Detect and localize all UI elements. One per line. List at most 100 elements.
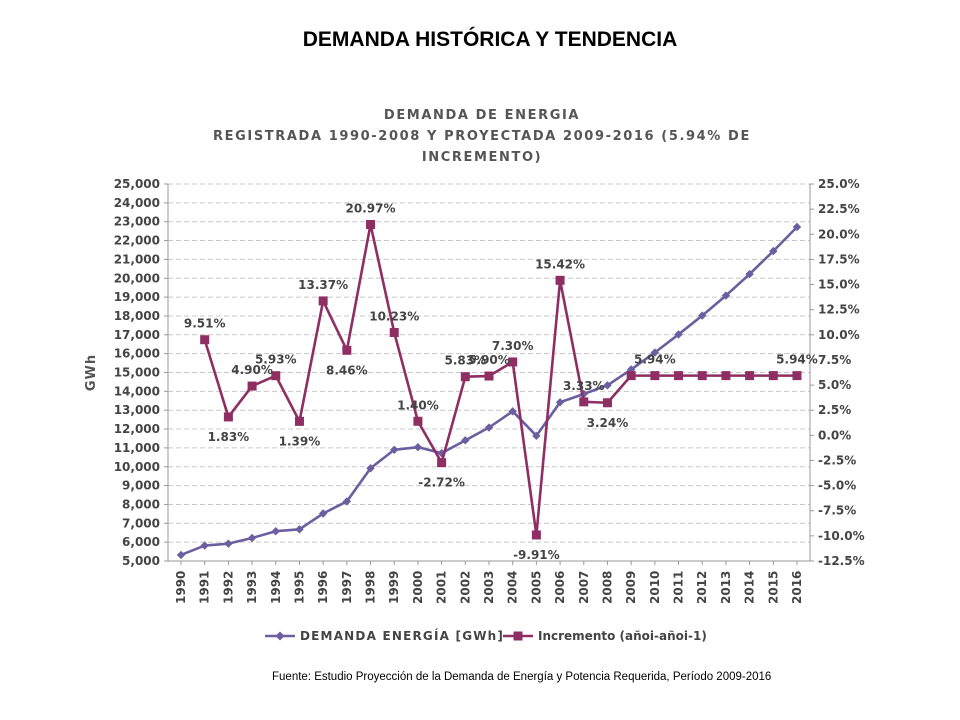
right-tick-label: -5.0% <box>818 479 856 493</box>
x-tick-label: 1994 <box>269 571 283 604</box>
data-label: 3.33% <box>563 379 605 393</box>
right-tick-label: 0.0% <box>818 428 851 442</box>
data-label: 10.23% <box>369 309 419 323</box>
left-tick-label: 22,000 <box>114 234 160 248</box>
increment-point <box>626 371 636 381</box>
data-label: -9.91% <box>513 548 560 562</box>
increment-point <box>531 530 541 540</box>
x-tick-label: 2002 <box>458 571 472 604</box>
demand-point <box>508 407 517 416</box>
data-label: 20.97% <box>346 202 396 216</box>
slide-title: DEMANDA HISTÓRICA Y TENDENCIA <box>302 28 678 51</box>
right-tick-label: 25.0% <box>818 177 860 191</box>
demand-point <box>532 431 541 441</box>
left-tick-label: 23,000 <box>114 215 160 229</box>
x-tick-label: 2004 <box>506 571 520 604</box>
data-label: 5.94% <box>776 353 818 367</box>
x-tick-label: 1998 <box>364 571 378 604</box>
left-tick-label: 16,000 <box>114 347 160 361</box>
increment-point <box>555 275 565 285</box>
right-tick-label: -12.5% <box>818 554 865 568</box>
x-tick-label: 2003 <box>482 571 496 604</box>
right-tick-label: 15.0% <box>818 278 860 292</box>
data-label: 1.39% <box>279 434 321 448</box>
left-tick-label: 18,000 <box>114 309 160 323</box>
x-tick-label: 1991 <box>198 571 212 604</box>
increment-point <box>389 327 399 337</box>
left-tick-label: 10,000 <box>114 460 160 474</box>
right-tick-label: 22.5% <box>818 202 860 216</box>
right-tick-label: 2.5% <box>818 403 851 417</box>
right-tick-label: 20.0% <box>818 227 860 241</box>
data-label: 1.40% <box>397 398 439 412</box>
left-tick-label: 25,000 <box>114 177 160 191</box>
left-tick-label: 20,000 <box>114 271 160 285</box>
increment-point <box>602 398 612 408</box>
data-label: 3.24% <box>587 416 629 430</box>
y-axis-label: GWh <box>84 354 99 391</box>
data-label: 5.90% <box>468 353 510 367</box>
increment-point <box>460 372 470 382</box>
demand-point <box>413 442 423 452</box>
demand-point <box>271 527 280 536</box>
demand-point <box>342 497 352 506</box>
data-label: 1.83% <box>208 430 250 444</box>
x-tick-label: 1997 <box>340 571 354 604</box>
x-tick-label: 2016 <box>790 571 804 604</box>
demand-point <box>461 436 470 445</box>
chart-title-line: DEMANDA DE ENERGIA <box>384 108 580 123</box>
legend-label-increment: Incremento (añoi-añoi-1) <box>538 629 707 643</box>
increment-point <box>697 371 707 381</box>
x-tick-label: 1993 <box>245 571 259 604</box>
x-tick-label: 1999 <box>387 571 401 604</box>
right-axis-ticks: -12.5% -10.0% -7.5% -5.0% -2.5% 0.0% 2.5% 5.0% 7… <box>810 177 865 568</box>
demand-point <box>674 330 683 339</box>
x-tick-label: 2012 <box>695 571 709 604</box>
x-tick-label: 2013 <box>719 571 733 604</box>
demand-point <box>555 398 565 407</box>
increment-point <box>271 371 281 381</box>
right-tick-label: -2.5% <box>818 453 856 467</box>
left-tick-label: 6,000 <box>122 535 160 549</box>
x-tick-label: 2001 <box>435 571 449 604</box>
left-tick-label: 11,000 <box>114 441 160 455</box>
x-tick-label: 1990 <box>174 571 188 604</box>
chart-title-line: INCREMENTO) <box>422 150 542 165</box>
data-label: 8.46% <box>326 363 368 377</box>
increment-point <box>484 371 494 381</box>
increment-point <box>294 416 304 426</box>
increment-point <box>768 371 778 381</box>
chart-series <box>176 220 802 560</box>
left-tick-label: 12,000 <box>114 422 160 436</box>
left-tick-label: 5,000 <box>122 554 160 568</box>
data-label: 4.90% <box>231 363 273 377</box>
x-tick-label: 2015 <box>766 571 780 604</box>
increment-point <box>413 416 423 426</box>
x-tick-label: 2009 <box>624 571 638 604</box>
data-label: 5.93% <box>255 353 297 367</box>
right-tick-label: 5.0% <box>818 378 851 392</box>
left-tick-label: 21,000 <box>114 252 160 266</box>
left-tick-label: 15,000 <box>114 366 160 380</box>
left-tick-label: 14,000 <box>114 384 160 398</box>
right-tick-label: 7.5% <box>818 353 851 367</box>
source-note: Fuente: Estudio Proyección de la Demanda… <box>272 671 772 683</box>
x-tick-label: 2008 <box>600 571 614 604</box>
left-tick-label: 24,000 <box>114 196 160 210</box>
demand-point <box>579 389 588 399</box>
right-tick-label: -7.5% <box>818 504 856 518</box>
left-tick-label: 9,000 <box>122 479 160 493</box>
increment-point <box>650 371 660 381</box>
demand-point <box>650 348 660 357</box>
increment-point <box>318 296 328 306</box>
x-tick-label: 2014 <box>743 571 757 604</box>
demand-point <box>200 541 209 550</box>
increment-point <box>223 412 233 422</box>
demand-point <box>366 464 375 473</box>
x-tick-label: 2000 <box>411 571 425 604</box>
legend-label-demand: DEMANDA ENERGÍA [GWh] <box>300 628 504 643</box>
x-tick-label: 2011 <box>672 571 686 604</box>
data-label: 9.51% <box>184 317 226 331</box>
demand-point <box>247 533 257 543</box>
